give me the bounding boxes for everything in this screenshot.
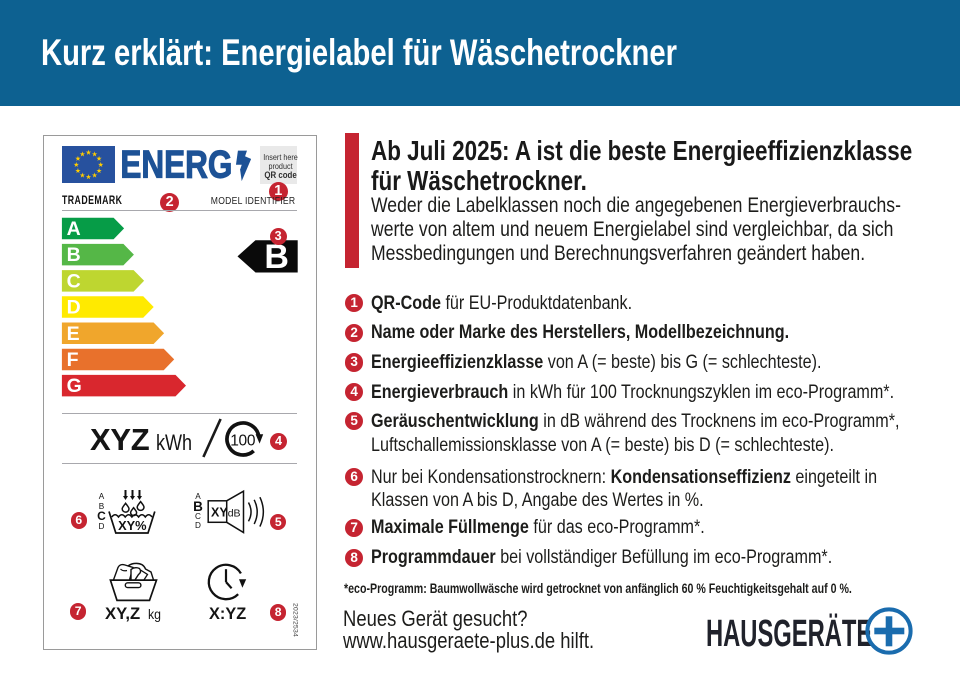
svg-text:XY%: XY% bbox=[118, 518, 147, 533]
svg-text:F: F bbox=[67, 349, 79, 371]
svg-text:B: B bbox=[67, 244, 81, 266]
svg-text:A: A bbox=[67, 218, 81, 240]
svg-text:C: C bbox=[67, 270, 81, 292]
svg-text:100: 100 bbox=[230, 432, 256, 449]
svg-text:ENERG: ENERG bbox=[120, 147, 232, 183]
svg-text:XYdB: XYdB bbox=[211, 505, 241, 519]
svg-text:G: G bbox=[67, 375, 82, 397]
svg-text:D: D bbox=[67, 297, 81, 319]
svg-text:E: E bbox=[67, 323, 80, 345]
